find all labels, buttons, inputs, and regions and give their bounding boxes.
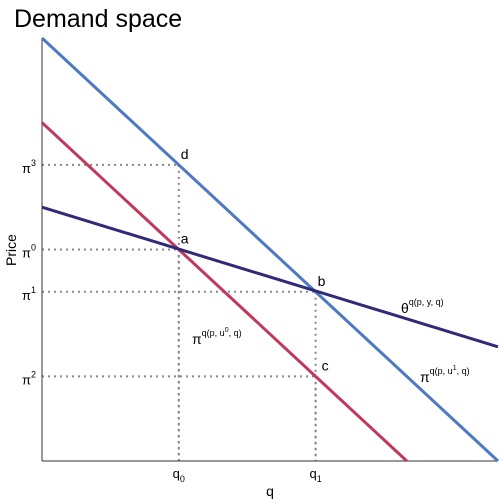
y-tick-superscript: 3	[31, 158, 36, 168]
y-tick-superscript: 1	[31, 285, 36, 295]
y-tick-base: π	[22, 372, 31, 387]
series-line-conditional_u0	[40, 121, 408, 463]
x-axis-label: q	[266, 483, 274, 499]
point-label-b: b	[318, 273, 326, 289]
series-label-superscript: q(p, u	[430, 366, 453, 376]
x-tick-subscript: 1	[317, 474, 322, 484]
point-label-a: a	[181, 231, 189, 247]
y-axis-label: Price	[3, 234, 19, 266]
series-label-superscript-tail: , q)	[229, 328, 242, 338]
series-label-base: π	[192, 331, 202, 347]
guide-lines	[42, 163, 317, 461]
series-label-superscript: q(p, u	[202, 328, 225, 338]
y-tick-superscript: 0	[31, 243, 36, 253]
axes	[41, 38, 498, 462]
series-label-base: π	[420, 369, 430, 385]
y-tick-base: π	[22, 161, 31, 176]
y-tick-base: π	[22, 288, 31, 303]
series-label-superscript: q(p, y, q)	[409, 297, 444, 307]
series-label-superscript-index: 1	[453, 365, 457, 372]
series-label-superscript-tail: , q)	[457, 366, 470, 376]
point-label-c: c	[322, 357, 329, 373]
chart-title: Demand space	[14, 5, 182, 33]
series-label-base: θ	[401, 300, 409, 316]
series-label-conditional_u0: πq(p, u0, q)	[192, 327, 242, 347]
y-tick-label-2: π1	[22, 285, 36, 303]
y-tick-label-0: π3	[22, 158, 36, 176]
series-label-conditional_u1: πq(p, u1, q)	[420, 365, 470, 385]
series-lines	[40, 36, 500, 463]
x-tick-base: q	[309, 466, 316, 481]
series-line-marshallian	[41, 205, 499, 349]
x-tick-label-1: q1	[309, 466, 321, 484]
y-tick-label-3: π2	[22, 369, 36, 387]
series-label-marshallian: θq(p, y, q)	[401, 297, 444, 316]
point-labels: d a b c	[181, 146, 329, 374]
series-line-conditional_u1	[40, 36, 500, 463]
x-tick-subscript: 0	[180, 474, 185, 484]
series-label-superscript-index: 0	[225, 327, 229, 334]
x-tick-label-0: q0	[173, 466, 185, 484]
y-tick-label-1: π0	[22, 243, 36, 261]
series-labels: πq(p, u1, q)πq(p, u0, q)θq(p, y, q)	[192, 297, 470, 385]
point-label-d: d	[181, 146, 189, 162]
y-tick-base: π	[22, 246, 31, 261]
y-tick-superscript: 2	[31, 369, 36, 379]
x-tick-base: q	[173, 466, 180, 481]
